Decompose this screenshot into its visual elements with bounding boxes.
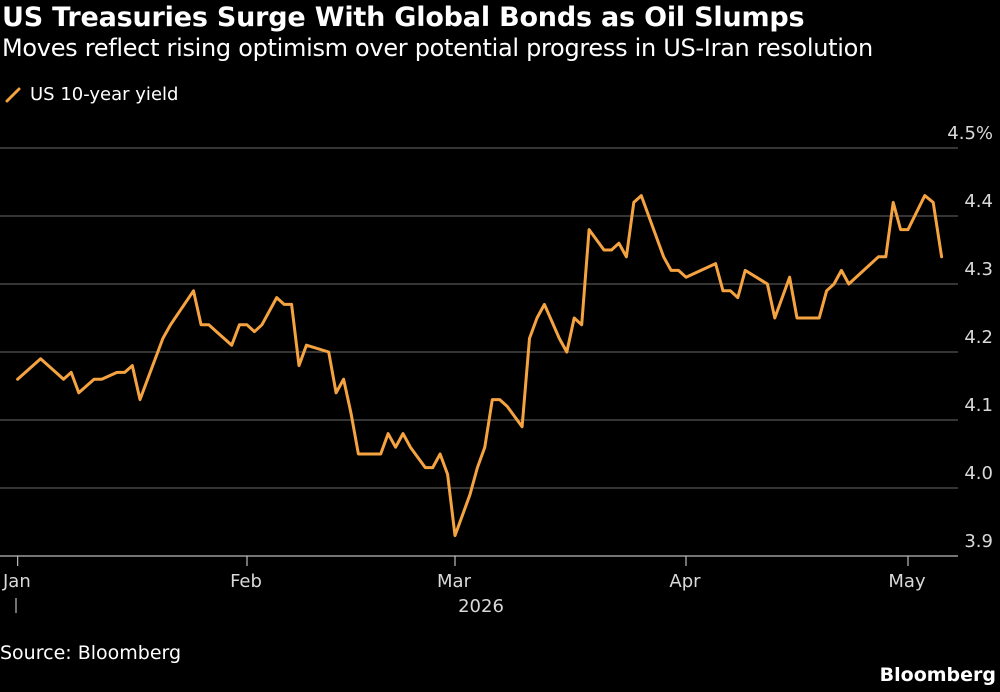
bloomberg-logo: Bloomberg xyxy=(879,664,996,686)
y-tick-label: 3.9 xyxy=(964,531,993,552)
grid-lines xyxy=(0,147,958,557)
x-tick-label: Jan xyxy=(2,571,31,592)
x-tick-label: Apr xyxy=(669,571,701,592)
series-layer xyxy=(16,194,944,538)
y-tick-label: 4.5% xyxy=(947,123,993,144)
y-tick-label: 4.0 xyxy=(964,463,993,484)
y-tick-label: 4.1 xyxy=(964,395,993,416)
x-tick-label: May xyxy=(888,571,926,592)
y-tick-label: 4.3 xyxy=(964,259,993,280)
y-axis-tick-labels: 3.9 4.0 4.1 4.2 4.3 4.4 4.5% xyxy=(947,123,993,552)
series-line-us-10-year-yield xyxy=(16,194,944,538)
y-tick-label: 4.2 xyxy=(964,327,993,348)
chart-subtitle: Moves reflect rising optimism over poten… xyxy=(2,34,873,62)
x-tick-label: Feb xyxy=(230,571,262,592)
source-note: Source: Bloomberg xyxy=(0,642,182,664)
x-axis: Jan Feb Mar Apr May 2026 xyxy=(2,556,926,617)
legend: US 10-year yield xyxy=(4,84,178,105)
legend-line-swatch-icon xyxy=(5,87,21,102)
legend-label: US 10-year yield xyxy=(30,84,179,105)
x-tick-label: Mar xyxy=(437,571,472,592)
chart-title: US Treasuries Surge With Global Bonds as… xyxy=(2,2,805,33)
y-tick-label: 4.4 xyxy=(964,191,993,212)
x-year-label: 2026 xyxy=(458,596,504,617)
